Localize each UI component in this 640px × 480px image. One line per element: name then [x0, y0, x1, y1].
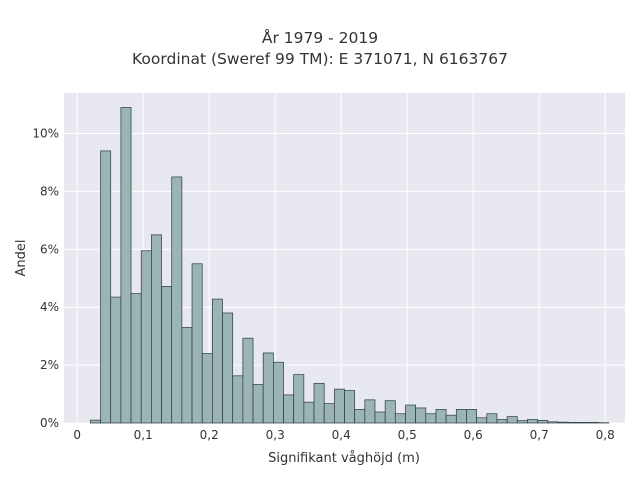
chart-title: År 1979 - 2019 — [261, 29, 379, 47]
x-tick-label: 0,8 — [596, 428, 615, 442]
histogram-bar — [161, 286, 173, 424]
histogram-bar — [435, 409, 447, 424]
histogram-bar — [547, 421, 559, 424]
histogram-bar — [333, 388, 345, 424]
histogram-bar — [344, 390, 356, 424]
x-tick-label: 0,3 — [266, 428, 285, 442]
histogram-bar — [567, 422, 579, 424]
histogram-bar — [394, 413, 406, 424]
histogram-bar — [242, 337, 254, 424]
histogram-bar — [364, 399, 376, 424]
histogram-bar — [313, 382, 325, 424]
histogram-bar — [405, 404, 416, 424]
histogram-bar — [354, 409, 366, 424]
histogram-bar — [323, 403, 335, 424]
histogram-bar — [110, 296, 122, 424]
histogram-bar — [283, 394, 295, 424]
x-tick-label: 0,2 — [200, 428, 219, 442]
histogram-bar — [527, 419, 538, 424]
y-tick-label: 2% — [40, 358, 59, 372]
x-tick-label: 0,6 — [464, 428, 483, 442]
x-tick-label: 0,7 — [530, 428, 549, 442]
histogram-bar — [232, 375, 244, 424]
histogram-bar — [445, 414, 457, 424]
x-tick-label: 0 — [73, 428, 81, 442]
histogram-bar — [222, 312, 234, 424]
histogram-bar — [181, 327, 193, 424]
histogram-bar — [273, 361, 284, 424]
histogram-bar — [130, 293, 142, 424]
histogram-bar — [100, 150, 112, 424]
histogram-bar — [486, 413, 498, 424]
histogram-bar — [303, 401, 315, 424]
histogram-bar — [476, 417, 488, 424]
y-tick-label: 10% — [32, 127, 59, 141]
bars — [90, 107, 610, 424]
x-tick-label: 0,4 — [332, 428, 351, 442]
y-tick-labels: 0% 2% 4% 6% 8% 10% — [32, 127, 59, 430]
x-tick-label: 0,5 — [398, 428, 417, 442]
histogram-bar — [201, 353, 213, 424]
histogram-bar — [506, 416, 518, 424]
histogram-bar — [374, 411, 386, 424]
histogram-bar — [120, 107, 132, 424]
histogram-bar — [577, 422, 589, 424]
histogram-bar — [425, 413, 437, 424]
x-tick-labels: 0 0,1 0,2 0,3 0,4 0,5 0,6 0,7 0,8 — [73, 428, 614, 442]
y-tick-label: 6% — [40, 242, 59, 256]
histogram-bar — [90, 419, 101, 424]
x-axis-label: Signifikant våghöjd (m) — [268, 451, 420, 466]
histogram-bar — [171, 176, 183, 424]
histogram-bar — [466, 409, 477, 424]
histogram-bar — [415, 407, 427, 424]
y-axis-label: Andel — [14, 240, 29, 277]
x-tick-label: 0,1 — [134, 428, 153, 442]
histogram-bar — [557, 421, 569, 424]
histogram-bar — [455, 409, 467, 424]
histogram-bar — [516, 420, 528, 424]
histogram-bar — [496, 419, 508, 424]
y-tick-label: 4% — [40, 300, 59, 314]
histogram-bar — [293, 374, 305, 424]
histogram-bar — [252, 384, 264, 424]
histogram-bar — [537, 420, 549, 424]
chart-subtitle: Koordinat (Sweref 99 TM): E 371071, N 61… — [132, 50, 508, 68]
histogram-bar — [140, 250, 152, 424]
y-tick-label: 8% — [40, 184, 59, 198]
histogram-bar — [191, 263, 203, 424]
histogram-bar — [588, 422, 599, 424]
histogram-bar — [384, 400, 396, 424]
histogram-bar — [212, 298, 223, 424]
histogram-bar — [151, 234, 162, 424]
y-tick-label: 0% — [40, 416, 59, 430]
histogram-bar — [262, 352, 274, 424]
